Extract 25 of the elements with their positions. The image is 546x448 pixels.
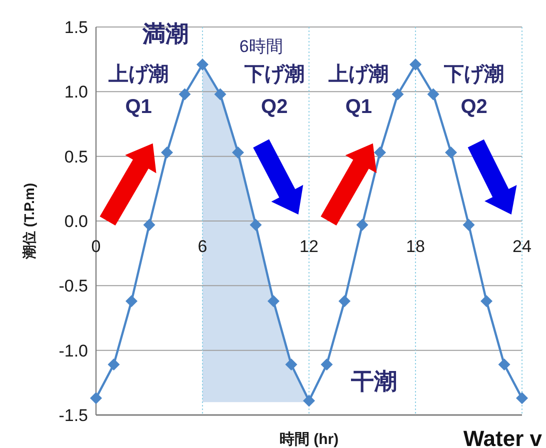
annotation: 干潮 bbox=[351, 368, 397, 394]
annotation: 満潮 bbox=[142, 20, 188, 46]
xtick: 24 bbox=[512, 237, 532, 256]
annotation: Q2 bbox=[261, 96, 288, 118]
annotation: 6時間 bbox=[239, 37, 283, 56]
annotation: Water v bbox=[463, 426, 542, 448]
xtick: 12 bbox=[300, 237, 318, 256]
xtick: 6 bbox=[198, 237, 208, 256]
ytick: -0.5 bbox=[58, 276, 88, 296]
ytick: 1.0 bbox=[64, 82, 88, 102]
ytick: -1.5 bbox=[58, 406, 88, 425]
annotation: 上げ潮 bbox=[108, 64, 169, 86]
xlabel: 時間 (hr) bbox=[279, 431, 339, 448]
ytick: 1.5 bbox=[64, 18, 88, 37]
annotation: 下げ潮 bbox=[244, 64, 304, 86]
ytick: 0.0 bbox=[64, 212, 88, 231]
ytick: 0.5 bbox=[64, 147, 88, 166]
annotation: Q2 bbox=[460, 96, 488, 118]
annotation: Q1 bbox=[345, 96, 372, 118]
annotation: 上げ潮 bbox=[328, 64, 389, 86]
ylabel: 潮位 (T.P.m) bbox=[21, 183, 37, 259]
annotation: Q1 bbox=[125, 96, 152, 118]
ytick: -1.0 bbox=[58, 341, 88, 360]
xtick: 18 bbox=[406, 237, 425, 256]
annotation: 下げ潮 bbox=[444, 64, 504, 86]
